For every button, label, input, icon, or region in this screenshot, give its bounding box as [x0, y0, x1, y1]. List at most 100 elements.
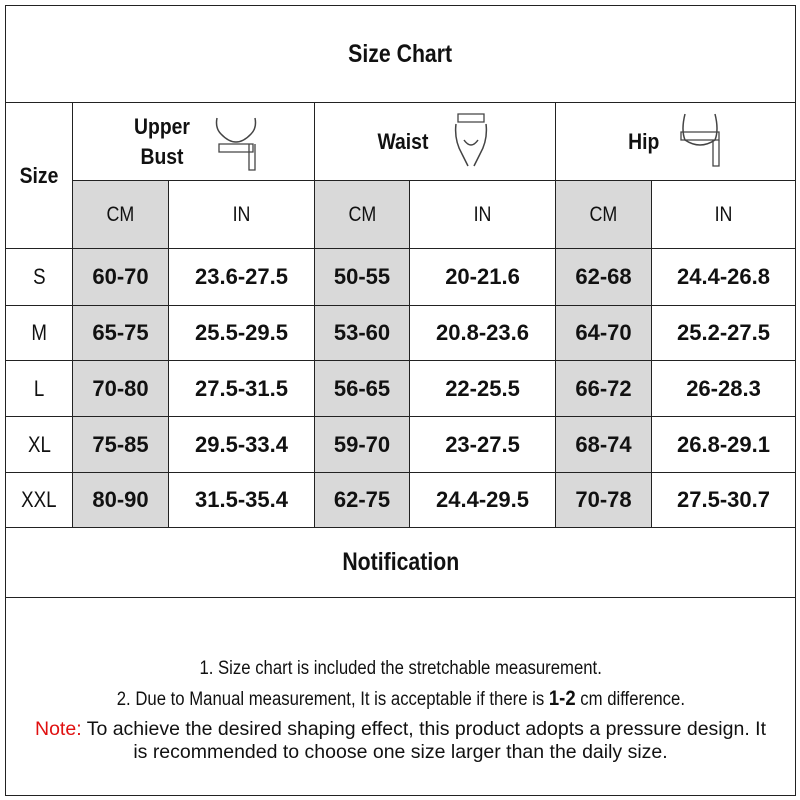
measurement: 62-75: [333, 487, 391, 512]
value-cell: 29.5-33.4: [168, 416, 315, 473]
value-cell: 62-75: [314, 472, 410, 528]
value-cell: 70-80: [72, 360, 169, 417]
measurement: 68-74: [575, 431, 632, 457]
measurement: 27.5-30.7: [677, 487, 770, 512]
measurement: 66-72: [575, 375, 632, 401]
measurement: 64-70: [575, 320, 632, 345]
value-cell: 60-70: [72, 248, 169, 306]
measurement: 62-68: [575, 264, 632, 289]
group-name: Waist: [377, 128, 429, 154]
note-text: To achieve the desired shaping effect, t…: [86, 718, 766, 763]
measurement: 70-78: [575, 487, 632, 512]
unit-label: CM: [106, 202, 135, 226]
size-cell: XL: [5, 416, 73, 473]
size-cell: M: [5, 305, 73, 361]
size-label: L: [33, 375, 45, 401]
value-cell: 70-78: [555, 472, 652, 528]
measurement: 60-70: [92, 264, 149, 289]
note-text: 1. Size chart is included the stretchabl…: [199, 658, 602, 679]
notes-cell: 1. Size chart is included the stretchabl…: [5, 597, 796, 796]
unit-cell: CM: [314, 180, 410, 249]
value-cell: 31.5-35.4: [168, 472, 315, 528]
value-cell: 53-60: [314, 305, 410, 361]
title-cell: Size Chart: [5, 5, 796, 103]
measurement: 24.4-29.5: [436, 487, 529, 512]
value-cell: 20.8-23.6: [409, 305, 556, 361]
group-name: Hip: [627, 128, 660, 154]
measurement: 65-75: [92, 320, 149, 345]
size-header: Size: [19, 162, 59, 188]
measurement: 23-27.5: [445, 431, 520, 457]
measurement: 23.6-27.5: [195, 264, 288, 289]
measurement: 27.5-31.5: [195, 375, 288, 401]
value-cell: 27.5-30.7: [651, 472, 796, 528]
group-header-cell: Upper Bust: [72, 102, 315, 181]
measurement: 20.8-23.6: [436, 320, 529, 345]
size-cell: XXL: [5, 472, 73, 528]
value-cell: 26.8-29.1: [651, 416, 796, 473]
measure-icon: [680, 113, 720, 167]
measurement: 24.4-26.8: [677, 264, 770, 289]
measurement: 75-85: [92, 431, 149, 457]
value-cell: 75-85: [72, 416, 169, 473]
measurement: 80-90: [92, 487, 149, 512]
notification-title-cell: Notification: [5, 527, 796, 598]
value-cell: 24.4-29.5: [409, 472, 556, 528]
measurement: 25.5-29.5: [195, 320, 288, 345]
measure-icon: [454, 112, 488, 166]
measurement: 29.5-33.4: [195, 431, 288, 457]
measurement: 70-80: [92, 375, 149, 401]
unit-cell: IN: [168, 180, 315, 249]
size-label: XL: [27, 431, 51, 457]
value-cell: 25.2-27.5: [651, 305, 796, 361]
value-cell: 65-75: [72, 305, 169, 361]
measurement: 26.8-29.1: [677, 431, 770, 457]
size-label: S: [32, 264, 46, 289]
note-label: Note:: [35, 718, 82, 740]
value-cell: 22-25.5: [409, 360, 556, 417]
group-header-cell: Hip: [555, 102, 796, 181]
group-name: Upper Bust: [133, 113, 190, 169]
value-cell: 64-70: [555, 305, 652, 361]
unit-cell: IN: [651, 180, 796, 249]
value-cell: 56-65: [314, 360, 410, 417]
value-cell: 68-74: [555, 416, 652, 473]
value-cell: 24.4-26.8: [651, 248, 796, 306]
value-cell: 23.6-27.5: [168, 248, 315, 306]
unit-label: CM: [589, 202, 618, 226]
note-paragraph: Note: To achieve the desired shaping eff…: [26, 718, 775, 764]
note-text: 2. Due to Manual measurement, It is acce…: [116, 689, 544, 710]
value-cell: 62-68: [555, 248, 652, 306]
unit-label: CM: [348, 202, 376, 226]
value-cell: 20-21.6: [409, 248, 556, 306]
value-cell: 50-55: [314, 248, 410, 306]
measurement: 53-60: [333, 320, 391, 345]
measurement: 56-65: [333, 375, 391, 401]
size-header-cell: Size: [5, 102, 73, 249]
size-cell: S: [5, 248, 73, 306]
value-cell: 27.5-31.5: [168, 360, 315, 417]
unit-label: IN: [232, 202, 251, 226]
value-cell: 23-27.5: [409, 416, 556, 473]
measurement: 22-25.5: [445, 375, 520, 401]
title: Size Chart: [348, 39, 453, 68]
group-header-cell: Waist: [314, 102, 556, 181]
measurement: 20-21.6: [445, 264, 520, 289]
note-line: 1. Size chart is included the stretchabl…: [199, 657, 601, 681]
note-bold: 1-2: [548, 687, 576, 710]
size-label: XXL: [21, 487, 57, 512]
size-cell: L: [5, 360, 73, 417]
measurement: 59-70: [333, 431, 391, 457]
unit-label: IN: [714, 202, 733, 226]
unit-label: IN: [473, 202, 492, 226]
unit-cell: CM: [72, 180, 169, 249]
value-cell: 66-72: [555, 360, 652, 417]
value-cell: 59-70: [314, 416, 410, 473]
size-label: M: [31, 320, 47, 345]
note-line: 2. Due to Manual measurement, It is acce…: [116, 687, 684, 712]
value-cell: 26-28.3: [651, 360, 796, 417]
value-cell: 25.5-29.5: [168, 305, 315, 361]
measurement: 25.2-27.5: [677, 320, 770, 345]
